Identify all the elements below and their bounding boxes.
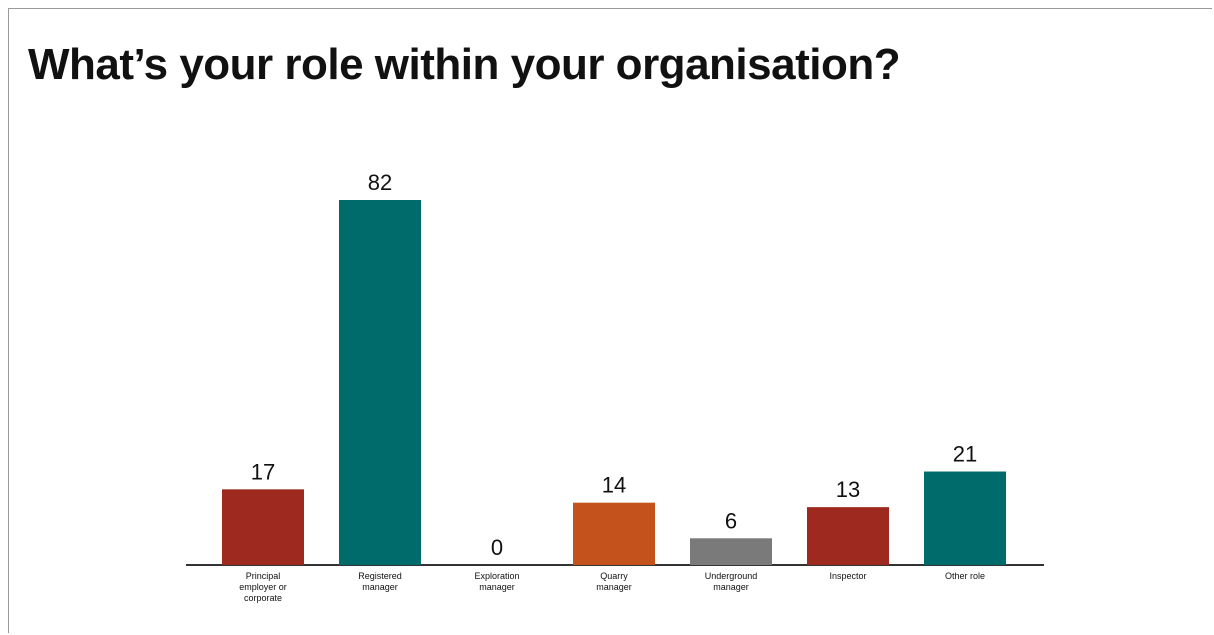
category-label-line: manager (596, 582, 632, 592)
chart-title: What’s your role within your organisatio… (28, 40, 901, 89)
value-label-2: 0 (491, 535, 503, 560)
category-label-line: Quarry (600, 571, 628, 581)
category-label-0: Principal employer or corporate (239, 571, 287, 603)
category-label-3: Quarry manager (596, 571, 632, 592)
value-label-4: 6 (725, 508, 737, 533)
bar-0 (222, 489, 304, 565)
category-label-6: Other role (945, 571, 985, 581)
bar-6 (924, 471, 1006, 565)
category-label-line: manager (713, 582, 749, 592)
category-label-line: employer or (239, 582, 287, 592)
category-label-line: corporate (244, 593, 282, 603)
category-label-line: Principal (246, 571, 281, 581)
category-label-line: manager (479, 582, 515, 592)
category-label-line: Registered (358, 571, 402, 581)
category-label-line: Underground (705, 571, 758, 581)
category-label-line: Exploration (474, 571, 519, 581)
value-label-1: 82 (368, 170, 392, 195)
bar-1 (339, 200, 421, 565)
category-label-4: Underground manager (705, 571, 758, 592)
bar-3 (573, 502, 655, 565)
value-label-3: 14 (602, 473, 626, 498)
category-label-line: manager (362, 582, 398, 592)
bar-4 (690, 538, 772, 565)
value-label-5: 13 (836, 477, 860, 502)
value-label-6: 21 (953, 442, 977, 467)
value-label-0: 17 (251, 459, 275, 484)
category-label-2: Exploration manager (474, 571, 519, 592)
category-label-1: Registered manager (358, 571, 402, 592)
category-label-line: Inspector (829, 571, 866, 581)
category-label-line: Other role (945, 571, 985, 581)
bar-5 (807, 507, 889, 565)
category-label-5: Inspector (829, 571, 866, 581)
